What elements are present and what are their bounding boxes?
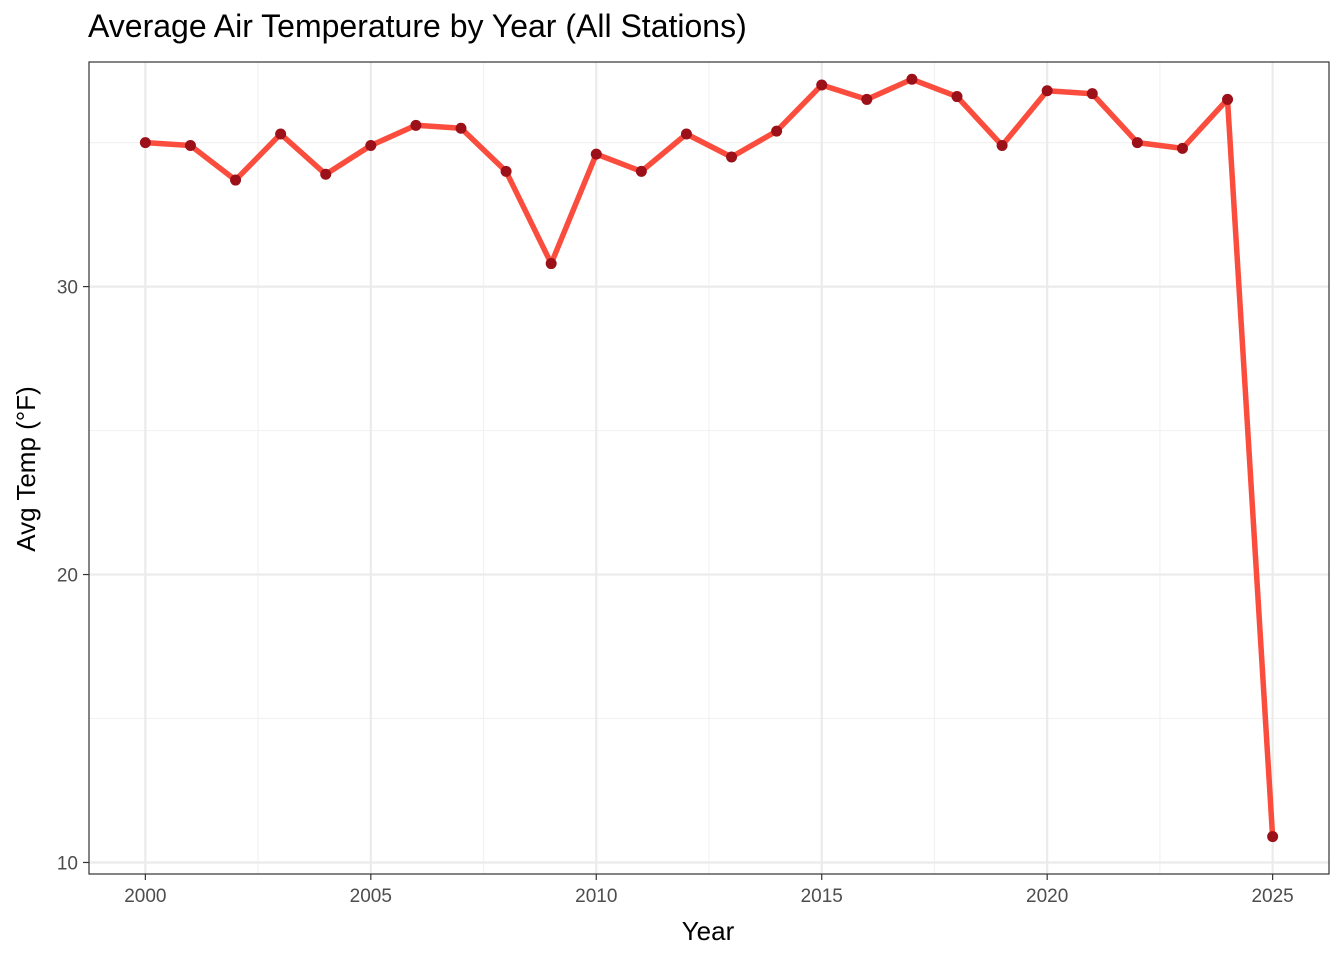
y-tick-label: 30: [57, 278, 78, 299]
grid: [89, 62, 1329, 874]
x-tick-label: 2025: [1251, 886, 1293, 907]
data-point: [1131, 137, 1143, 149]
data-point: [1176, 142, 1188, 154]
data-point: [230, 174, 242, 186]
series-temperature: [139, 73, 1279, 843]
data-point: [861, 93, 873, 105]
data-point: [455, 122, 467, 134]
data-point: [590, 148, 602, 160]
data-point: [1267, 831, 1279, 843]
data-point: [680, 128, 692, 140]
data-point: [320, 168, 332, 180]
data-point: [816, 79, 828, 91]
data-point: [1041, 85, 1053, 97]
data-point: [410, 119, 422, 131]
data-point: [545, 258, 557, 270]
x-axis-title: Year: [682, 916, 735, 946]
y-axis-title: Avg Temp (°F): [11, 386, 41, 551]
data-point: [771, 125, 783, 137]
data-point: [635, 165, 647, 177]
data-point: [1222, 93, 1234, 105]
axes: 2000 2005 2010 2015 2020 2025 10 20 30: [57, 278, 1294, 907]
x-tick-label: 2005: [350, 886, 392, 907]
panel-border: [88, 61, 1330, 875]
series-line: [142, 76, 1276, 840]
data-point: [726, 151, 738, 163]
x-tick-label: 2000: [124, 886, 166, 907]
data-point: [184, 140, 196, 152]
data-point: [996, 140, 1008, 152]
data-point: [365, 140, 377, 152]
data-point: [951, 91, 963, 103]
data-point: [139, 137, 151, 149]
x-tick-label: 2020: [1026, 886, 1068, 907]
data-point: [1086, 88, 1098, 100]
data-point: [906, 73, 918, 85]
x-tick-label: 2015: [801, 886, 843, 907]
y-tick-label: 20: [57, 566, 78, 587]
data-point: [275, 128, 287, 140]
y-tick-label: 10: [57, 853, 78, 874]
x-tick-label: 2010: [575, 886, 617, 907]
chart-title: Average Air Temperature by Year (All Sta…: [88, 8, 747, 44]
data-point: [500, 165, 512, 177]
